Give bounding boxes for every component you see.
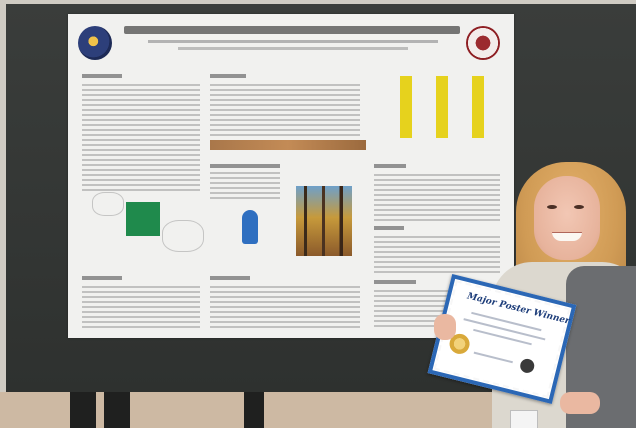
certificate-title: Major Poster Winner [466,291,571,327]
person-eye [574,205,584,209]
poster-figure-yellow-bar [472,76,484,138]
certificate-signature-line [473,351,513,364]
section-text [374,236,500,276]
university-seal-icon [78,26,112,60]
section-heading [210,276,250,280]
poster-map-figure [126,202,160,236]
section-heading [374,164,406,168]
section-heading [82,276,122,280]
board-leg [70,392,96,428]
section-heading [210,74,246,78]
poster-authors [148,40,438,43]
section-heading [82,74,122,78]
section-heading [374,280,416,284]
poster-affiliations [178,47,408,50]
poster-figure-yellow-bar [400,76,412,138]
board-leg [244,392,264,428]
person-right-hand [560,392,600,414]
research-poster [68,14,514,338]
poster-map-sketch [92,192,124,216]
section-text [374,174,500,222]
poster-figure-yellow-bar [436,76,448,138]
certificate-text-line [473,328,532,346]
section-text [210,84,360,136]
poster-forest-photo [296,186,352,256]
board-leg [104,392,130,428]
person-smile [552,232,582,241]
section-text [210,172,280,200]
eagle-emblem-icon [466,26,500,60]
person-eye [547,205,557,209]
section-heading [374,226,404,230]
poster-figure-bar [210,140,366,150]
section-text [210,286,360,330]
name-badge [510,410,538,428]
emblem-icon [518,357,536,375]
section-text [82,84,200,194]
person-face [534,176,600,260]
section-heading [210,164,280,168]
poster-map-sketch [162,220,204,252]
person-left-hand [434,314,456,340]
poster-bird-figure [242,210,258,244]
poster-title [124,26,460,34]
section-text [82,286,200,330]
